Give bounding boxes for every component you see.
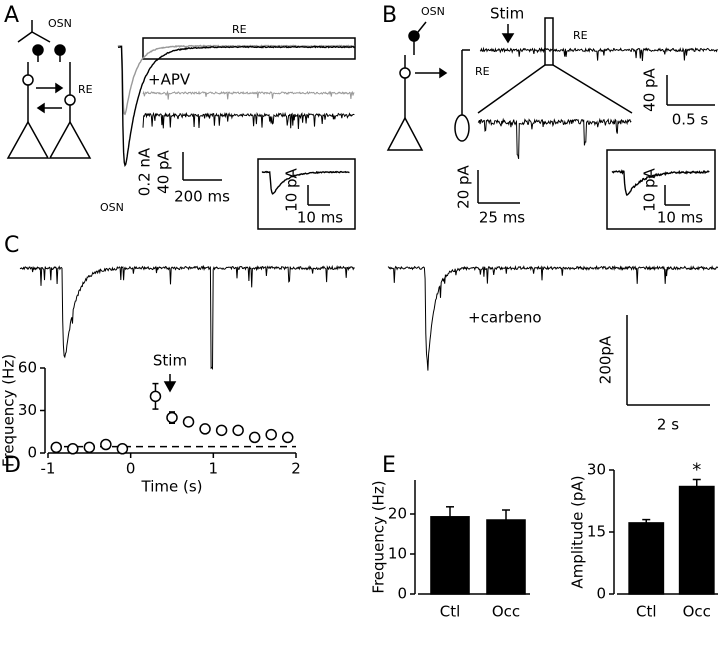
bar [628,522,665,595]
y-axis-label: Frequency (Hz) [0,354,18,467]
data-point [67,443,79,455]
scale-label: 200 ms [174,188,230,206]
x-tick-label: Ctl [636,603,657,621]
scale-label: 20 pA [455,164,473,208]
data-point [100,438,112,451]
x-tick-label: 1 [209,460,219,478]
significance: * [692,460,701,481]
data-point [265,428,277,441]
label: RE [78,83,93,96]
circuit-diagram-b [386,21,470,151]
scale-label: 200pA [597,335,615,384]
inset-box [606,149,716,230]
panel-label: C [4,233,19,258]
bar [678,485,715,595]
y-axis-label: Amplitude (pA) [569,475,587,588]
data-point [50,441,63,454]
panel-label: B [382,3,397,28]
x-tick-label: 2 [291,460,301,478]
circuit-diagram-a [6,20,92,159]
data-point [83,441,96,454]
trace [261,170,350,195]
scale-label: 10 ms [657,209,703,227]
zoom-line [552,64,633,114]
scale-label: 10 ms [297,209,343,227]
scale-label: 0.5 s [672,111,709,129]
x-axis-label: Time (s) [141,478,203,496]
label: +carbeno [468,309,542,327]
y-tick-label: 0 [596,585,606,603]
data-point [149,390,162,403]
scale-label: 25 ms [479,209,525,227]
y-tick-label: 15 [587,523,606,541]
annotation: Stim [153,352,187,370]
data-point [182,416,195,428]
trace [142,111,355,130]
x-tick-label: 0 [126,460,136,478]
y-tick-label: 0 [397,585,407,603]
label: OSN [421,5,445,18]
zoom-line [477,64,546,114]
bar [486,519,526,595]
label: OSN [48,17,72,30]
scale-label: 40 pA [155,149,173,193]
bar [430,516,470,595]
zoom-box [544,17,554,66]
label: +APV [148,71,191,89]
x-tick-label: Occ [683,603,711,621]
data-point [232,424,244,437]
trace [19,264,355,371]
scale-label: 40 pA [641,67,659,111]
y-tick-label: 30 [587,461,606,479]
trace [117,45,356,167]
x-tick-label: -1 [41,460,56,478]
region-box [142,37,356,60]
inset-box [257,158,356,230]
panel-label: A [4,3,19,28]
trace [479,46,718,62]
panel-label: D [4,453,21,478]
trace [142,90,355,100]
data-point [199,423,211,435]
annotation-arrow [163,381,177,393]
panel-label: E [382,453,396,478]
stim-arrow [501,33,515,44]
y-tick-label: 20 [388,505,407,523]
y-tick-label: 10 [388,545,407,563]
data-point [215,424,228,437]
scale-label: 0.2 nA [136,147,154,196]
label: RE [475,65,490,78]
trace [611,169,710,196]
data-point [116,443,129,455]
y-tick-label: 30 [18,401,37,419]
label: RE [232,23,247,36]
x-tick-label: Occ [492,603,520,621]
y-tick-label: 0 [27,444,37,462]
y-axis-label: Frequency (Hz) [370,480,388,593]
traces [19,44,719,371]
data-point [248,431,261,444]
scale-label: 2 s [657,416,679,434]
data-point [281,431,294,444]
data-point [166,411,178,424]
label: RE [573,29,588,42]
label: Stim [490,5,524,23]
label: OSN [100,201,124,214]
trace [477,117,632,159]
x-tick-label: Ctl [440,603,461,621]
y-tick-label: 60 [18,359,37,377]
trace [387,264,719,371]
